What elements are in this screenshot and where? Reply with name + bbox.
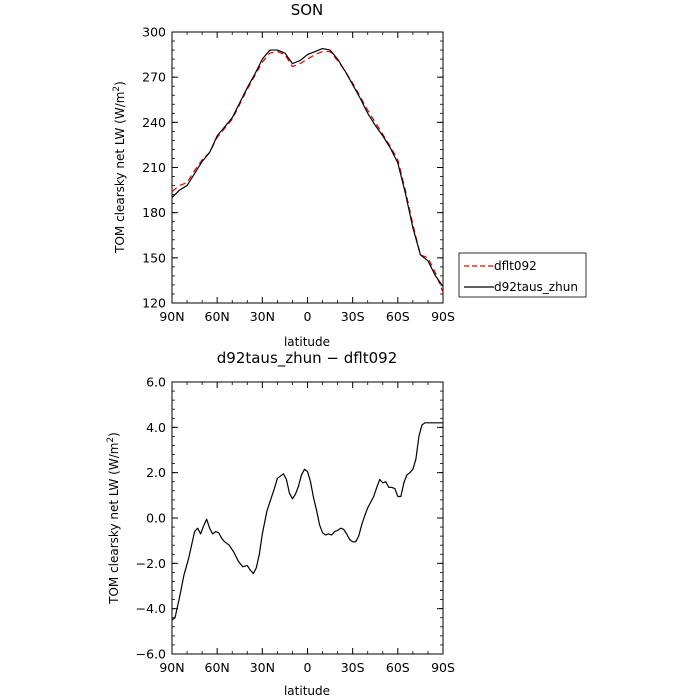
- bottom-chart-title: d92taus_zhun − dflt092: [217, 349, 397, 368]
- bottom-x-axis-label: latitude: [284, 684, 330, 698]
- top-x-axis-label: latitude: [284, 335, 330, 349]
- top-y-tick-label: 210: [142, 160, 166, 175]
- top-plot-frame: [171, 31, 444, 304]
- top-y-tick-label: 270: [142, 70, 166, 85]
- top-panel: SON 90N 60N 30N 0 30S 60S 90S 120 150 180 210 240 2…: [112, 1, 587, 349]
- top-x-tick-label: 90S: [431, 309, 455, 324]
- top-x-tick-label: 30S: [341, 309, 365, 324]
- top-series-layer: [171, 47, 444, 293]
- top-y-axis-label: TOM clearsky net LW (W/m2): [112, 81, 127, 254]
- legend: dflt092 d92taus_zhun: [458, 252, 587, 298]
- bottom-series-layer: [171, 422, 443, 621]
- top-y-ticks: 120 150 180 210 240 270 300: [142, 25, 443, 311]
- bottom-x-ticks: 90N 60N 30N 0 30S 60S 90S: [159, 382, 455, 675]
- bottom-y-tick-label: 0.0: [146, 511, 166, 526]
- bottom-x-tick-label: 90S: [431, 660, 455, 675]
- bottom-y-tick-label: −6.0: [136, 647, 166, 662]
- top-x-tick-label: 60N: [205, 309, 230, 324]
- top-y-tick-label: 300: [142, 25, 166, 40]
- top-x-tick-label: 90N: [159, 309, 184, 324]
- bottom-plot-frame: [171, 381, 444, 655]
- top-x-tick-label: 60S: [386, 309, 410, 324]
- bottom-series-line-series-0: [171, 422, 443, 621]
- legend-box: [458, 252, 587, 298]
- bottom-y-tick-label: −2.0: [136, 556, 166, 571]
- bottom-x-tick-label: 30S: [341, 660, 365, 675]
- top-x-ticks: 90N 60N 30N 0 30S 60S 90S: [159, 32, 455, 324]
- top-y-tick-label: 180: [142, 205, 166, 220]
- top-x-tick-label: 0: [304, 309, 312, 324]
- top-y-tick-label: 240: [142, 115, 166, 130]
- top-chart-title: SON: [291, 1, 324, 19]
- bottom-y-tick-label: 2.0: [146, 465, 166, 480]
- bottom-x-tick-label: 30N: [250, 660, 275, 675]
- top-series-line-d92taus_zhun: [171, 47, 444, 287]
- bottom-x-tick-label: 90N: [159, 660, 184, 675]
- bottom-x-tick-label: 60N: [205, 660, 230, 675]
- bottom-y-ticks: −6.0 −4.0 −2.0 0.0 2.0 4.0 6.0: [136, 375, 443, 662]
- top-y-tick-label: 150: [142, 250, 166, 265]
- top-series-line-dflt092: [171, 50, 444, 293]
- bottom-y-tick-label: −4.0: [136, 601, 166, 616]
- legend-label-dflt092: dflt092: [494, 259, 537, 273]
- bottom-x-tick-label: 0: [304, 660, 312, 675]
- bottom-x-tick-label: 60S: [386, 660, 410, 675]
- top-y-tick-label: 120: [142, 296, 166, 311]
- legend-label-d92taus_zhun: d92taus_zhun: [494, 280, 578, 294]
- top-x-tick-label: 30N: [250, 309, 275, 324]
- bottom-panel: d92taus_zhun − dflt092 90N 60N 30N 0 30S 60S 9…: [106, 349, 455, 698]
- bottom-y-axis-label: TOM clearsky net LW (W/m2): [106, 432, 121, 605]
- bottom-y-tick-label: 6.0: [146, 375, 166, 390]
- bottom-y-tick-label: 4.0: [146, 420, 166, 435]
